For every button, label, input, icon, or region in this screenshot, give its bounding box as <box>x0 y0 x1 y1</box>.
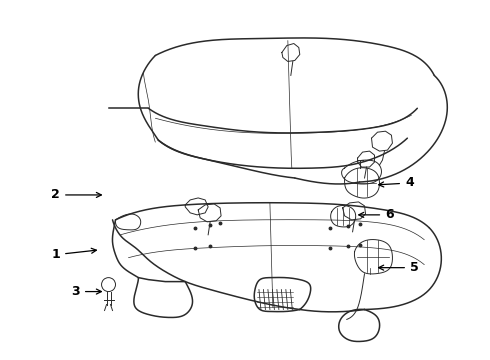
Text: 2: 2 <box>51 188 101 202</box>
Text: 5: 5 <box>379 261 419 274</box>
Text: 4: 4 <box>379 176 414 189</box>
Text: 3: 3 <box>72 285 101 298</box>
Text: 6: 6 <box>359 208 394 221</box>
Text: 1: 1 <box>51 248 97 261</box>
